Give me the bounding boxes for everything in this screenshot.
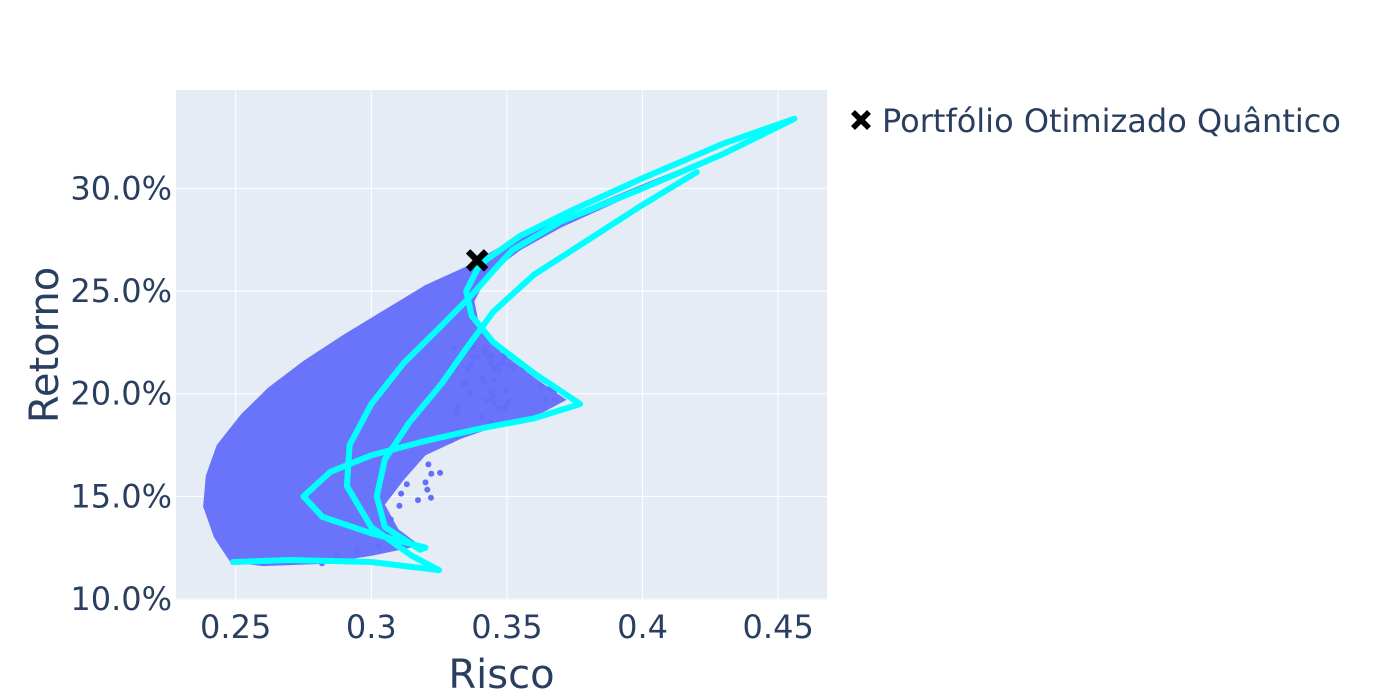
scatter-point [538, 383, 544, 390]
scatter-point [455, 403, 462, 410]
scatter-point [490, 376, 497, 383]
scatter-point [468, 361, 475, 368]
data-layer [203, 115, 798, 574]
scatter-point [474, 353, 480, 360]
scatter-point [510, 364, 517, 371]
scatter-point [500, 355, 506, 362]
scatter-point [505, 399, 511, 406]
scatter-point [387, 516, 394, 523]
scatter-point [437, 469, 444, 476]
y-tick-label: 20.0% [70, 375, 172, 413]
scatter-point [487, 360, 494, 366]
scatter-point [375, 543, 382, 550]
optimized-portfolio-marker [465, 249, 489, 272]
y-axis-title: Retorno [22, 267, 68, 423]
x-axis-title: Risco [448, 652, 554, 698]
scatter-point [499, 360, 506, 367]
y-tick-label: 15.0% [70, 477, 172, 515]
scatter-point [428, 470, 435, 477]
scatter-point [485, 397, 492, 404]
scatter-point [333, 551, 340, 558]
scatter-point [466, 390, 473, 396]
scatter-point [415, 497, 421, 504]
legend[interactable]: Portfólio Otimizado Quântico [851, 102, 1341, 140]
scatter-point [496, 367, 503, 374]
legend-label[interactable]: Portfólio Otimizado Quântico [882, 102, 1341, 140]
scatter-point [496, 405, 503, 412]
x-tick-labels: 0.25 0.3 0.35 0.4 0.45 [200, 608, 814, 646]
scatter-point [396, 502, 403, 509]
scatter-point [470, 344, 477, 351]
x-tick-label: 0.4 [617, 608, 668, 646]
frontier-curve [230, 115, 798, 574]
scatter-point [479, 413, 486, 420]
scatter-point [481, 378, 488, 385]
scatter-point [425, 461, 432, 468]
scatter-point [502, 388, 509, 395]
scatter-point [486, 354, 493, 361]
y-tick-label: 30.0% [70, 170, 172, 208]
scatter-cloud-dense-region [203, 151, 724, 567]
scatter-point [403, 481, 410, 488]
scatter-point [424, 486, 431, 493]
scatter-point [422, 479, 429, 486]
y-tick-labels: 10.0% 15.0% 20.0% 25.0% 30.0% [70, 170, 172, 618]
scatter-point [483, 344, 490, 351]
scatter-point [542, 396, 548, 403]
scatter-point [469, 354, 476, 360]
scatter-point [490, 399, 497, 406]
legend-marker-glyph [851, 110, 871, 130]
x-tick-label: 0.25 [200, 608, 271, 646]
x-tick-label: 0.3 [346, 608, 397, 646]
scatter-point [448, 437, 454, 444]
scatter-point [461, 382, 468, 389]
legend-x-marker-icon [851, 110, 871, 130]
scatter-point [354, 545, 361, 552]
marker-layer [465, 249, 489, 272]
scatter-point [491, 365, 498, 372]
scatter-point [487, 389, 494, 396]
scatter-point [398, 490, 405, 497]
scatter-point [428, 494, 434, 501]
scatter-point [502, 405, 508, 412]
x-tick-label: 0.45 [743, 608, 814, 646]
x-tick-label: 0.35 [471, 608, 542, 646]
scatter-point [551, 396, 558, 403]
curve-layer [230, 115, 798, 574]
scatter-point [453, 410, 460, 416]
y-tick-label: 10.0% [70, 580, 172, 618]
scatter-point [451, 345, 457, 352]
y-tick-label: 25.0% [70, 272, 172, 310]
